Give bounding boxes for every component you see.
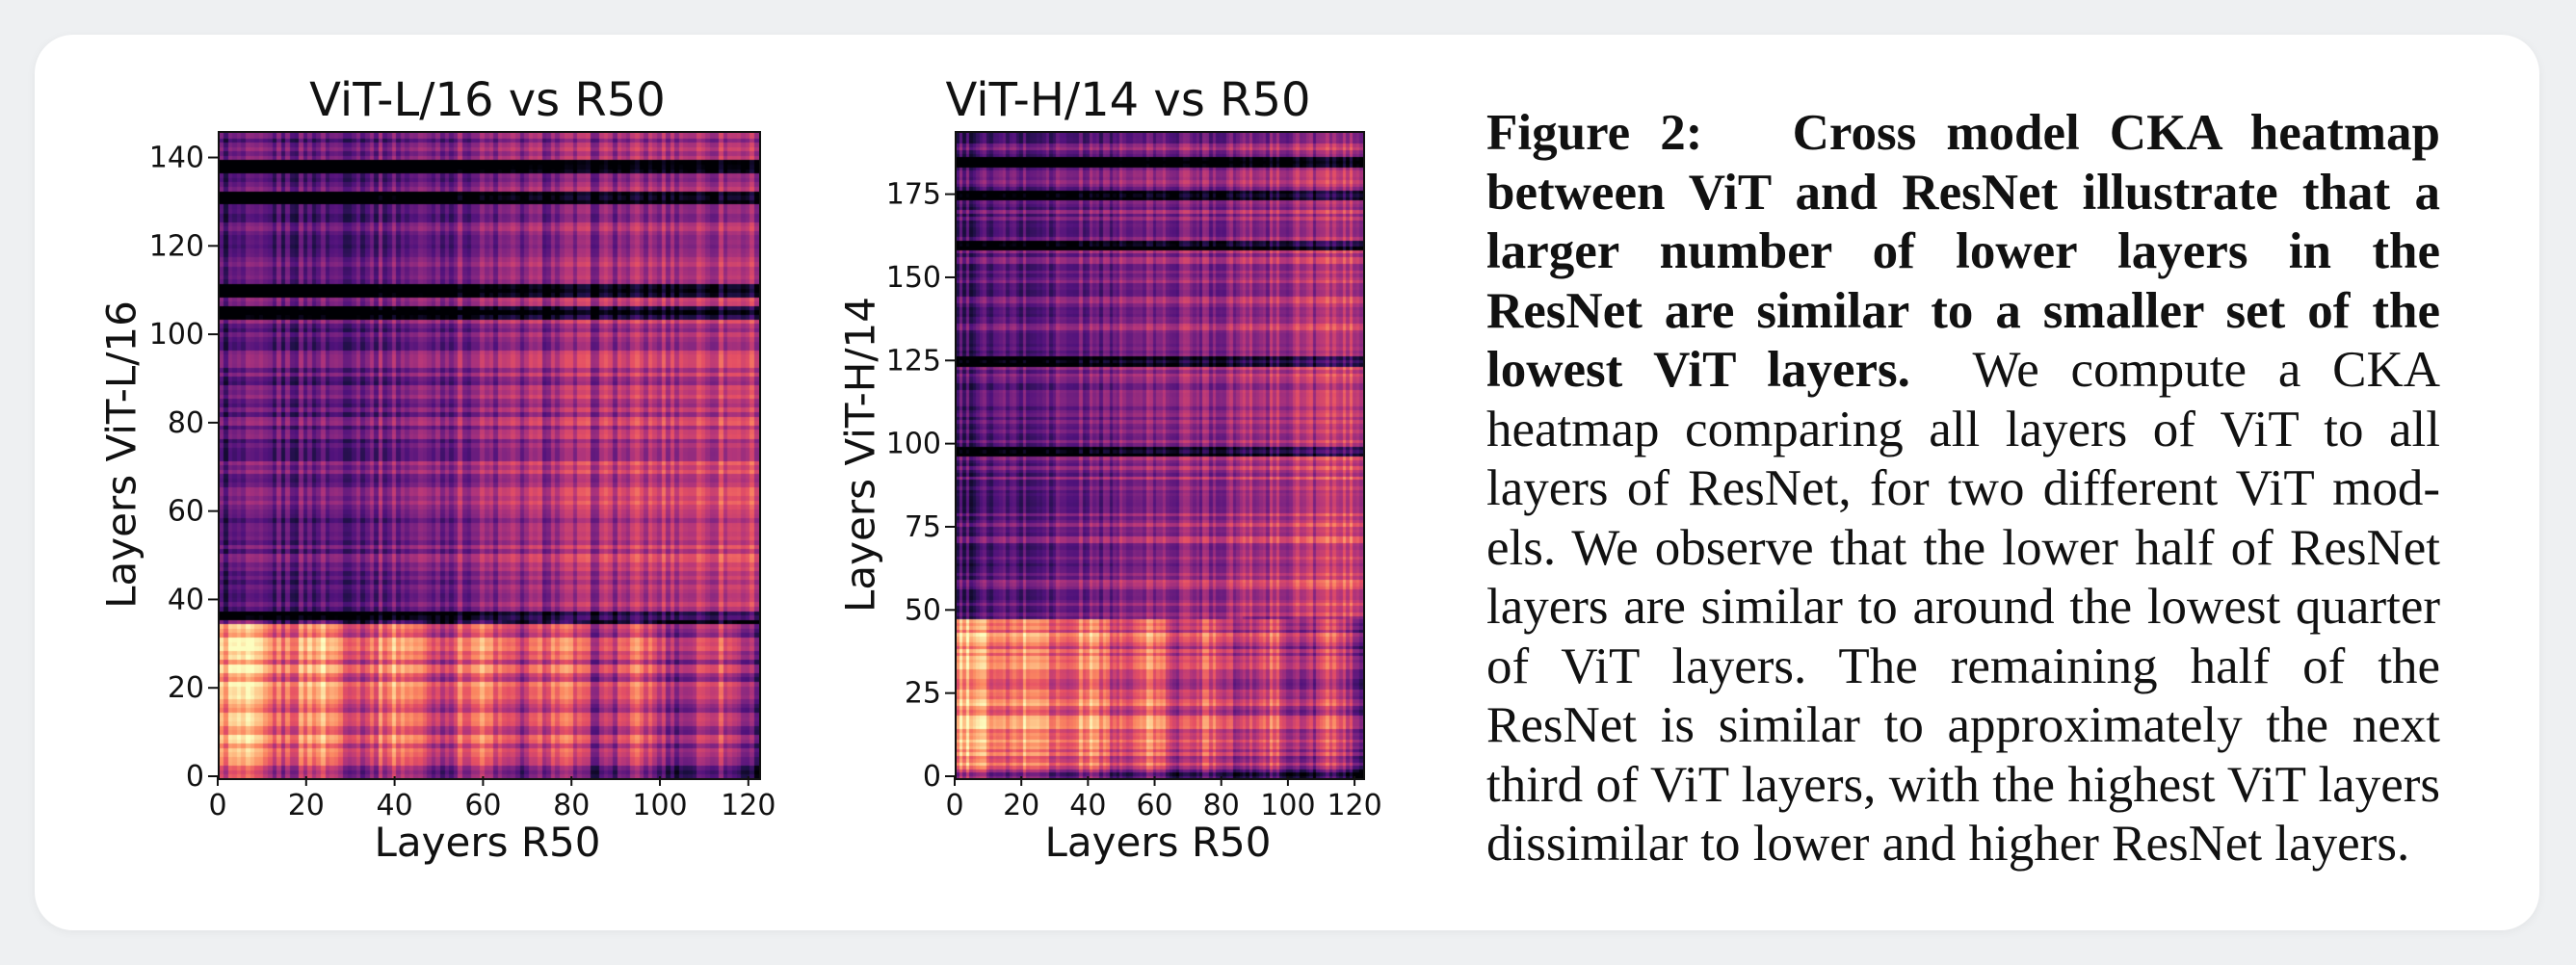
x-tick-label: 80 [553, 789, 590, 822]
x-tick-label: 100 [1260, 789, 1315, 822]
x-tick-label: 20 [288, 789, 325, 822]
x-tick-label: 0 [945, 789, 963, 822]
x-tick-label: 0 [208, 789, 226, 822]
y-tick-label: 75 [905, 510, 941, 544]
x-axis-label: Layers R50 [374, 819, 601, 866]
y-tick-label: 100 [149, 318, 204, 352]
y-tick-label: 0 [186, 760, 204, 794]
x-tick-label: 60 [1136, 789, 1172, 822]
y-tick-label: 25 [905, 677, 941, 711]
figure-caption: Figure 2: Cross model CKA heatmap betwee… [1486, 104, 2440, 874]
x-axis-label: Layers R50 [1044, 819, 1272, 866]
y-tick-label: 100 [886, 428, 941, 461]
cka-heatmap-vit-l16 [218, 131, 761, 780]
x-tick-label: 40 [1069, 789, 1106, 822]
y-tick-label: 150 [886, 261, 941, 295]
y-tick-label: 125 [886, 344, 941, 378]
caption-bold-summary: Cross model CKA heatmap between ViT and … [1486, 105, 2440, 398]
x-tick-label: 40 [377, 789, 413, 822]
cka-heatmap-vit-h14 [955, 131, 1365, 780]
axes-vit-l16: 0 20 40 60 80 100 120 0 20 40 60 80 100 120 140 [149, 142, 776, 822]
y-tick-label: 0 [923, 760, 941, 794]
y-tick-label: 20 [168, 671, 204, 705]
caption-body: We compute a CKA heatmap comparing all l… [1486, 342, 2440, 872]
x-tick-label: 60 [464, 789, 501, 822]
x-tick-label: 120 [721, 789, 775, 822]
panel-title: ViT-H/14 vs R50 [945, 73, 1311, 127]
x-tick-label: 20 [1003, 789, 1039, 822]
y-tick-label: 140 [149, 142, 204, 175]
caption-label: Figure 2: [1486, 105, 1703, 161]
panel-title: ViT-L/16 vs R50 [309, 73, 666, 127]
axes-vit-h14: 0 20 40 60 80 100 120 0 25 50 75 100 125 150 175 [886, 178, 1382, 822]
y-tick-label: 50 [905, 593, 941, 627]
y-tick-label: 40 [168, 583, 204, 616]
x-tick-label: 120 [1327, 789, 1381, 822]
x-tick-label: 100 [632, 789, 687, 822]
x-tick-label: 80 [1203, 789, 1240, 822]
y-tick-label: 120 [149, 229, 204, 263]
y-tick-label: 80 [168, 406, 204, 440]
y-tick-label: 175 [886, 178, 941, 212]
y-tick-label: 60 [168, 495, 204, 529]
